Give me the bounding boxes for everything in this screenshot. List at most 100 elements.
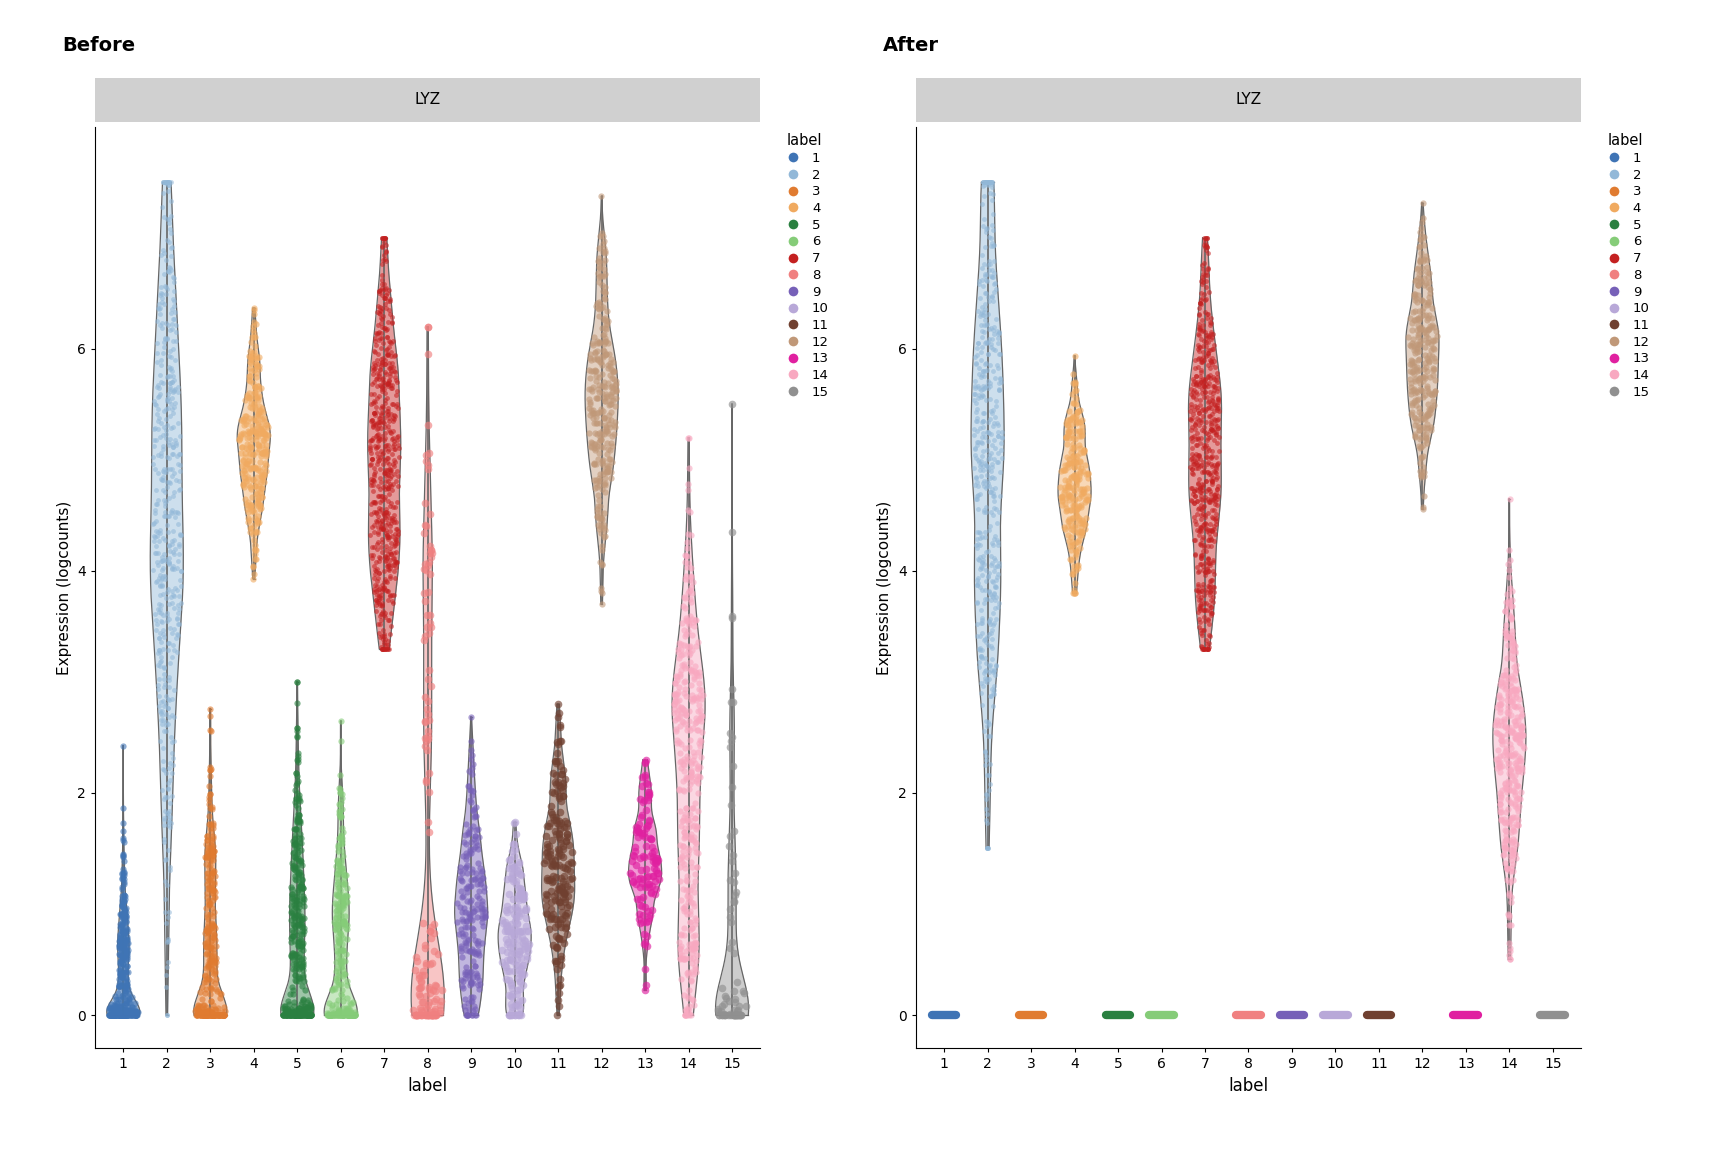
Point xyxy=(276,1006,304,1024)
Point xyxy=(1498,706,1526,725)
Point xyxy=(1491,675,1519,694)
Point xyxy=(328,987,356,1006)
Point xyxy=(195,798,223,817)
Point xyxy=(188,995,216,1014)
Point xyxy=(1401,416,1429,434)
Point xyxy=(109,923,137,941)
Point xyxy=(361,416,389,434)
Point xyxy=(278,887,306,905)
Point xyxy=(674,963,702,982)
Point xyxy=(152,472,180,491)
Point xyxy=(973,673,1001,691)
Point xyxy=(667,655,695,674)
Point xyxy=(973,465,1001,484)
Point xyxy=(677,592,705,611)
Point xyxy=(337,1006,365,1024)
Point xyxy=(107,915,135,933)
Point xyxy=(321,995,349,1014)
Point xyxy=(1410,305,1438,324)
Point xyxy=(1192,448,1220,467)
Point xyxy=(1191,639,1218,658)
Point xyxy=(629,888,657,907)
Point xyxy=(359,415,387,433)
Point xyxy=(192,1006,219,1024)
Point xyxy=(1199,355,1227,373)
Point xyxy=(368,309,396,327)
Point xyxy=(237,445,264,463)
Point xyxy=(1503,759,1531,778)
Point xyxy=(1187,506,1215,524)
Point xyxy=(1198,416,1225,434)
Point xyxy=(418,544,446,562)
Point xyxy=(145,491,173,509)
Point xyxy=(973,219,1001,237)
Point xyxy=(1194,530,1222,548)
Point xyxy=(1049,492,1077,510)
Point xyxy=(152,516,180,535)
Point xyxy=(662,667,689,685)
Point xyxy=(197,766,225,785)
Point xyxy=(1503,729,1531,748)
Point xyxy=(335,1001,363,1020)
Point xyxy=(194,869,221,887)
Point xyxy=(194,1006,221,1024)
Point xyxy=(156,367,183,386)
Point xyxy=(1196,615,1223,634)
Point xyxy=(975,173,1002,191)
Point xyxy=(1063,403,1090,422)
Point xyxy=(1486,696,1514,714)
Point xyxy=(373,453,401,471)
Point xyxy=(971,662,999,681)
Point xyxy=(283,843,311,862)
Point xyxy=(1410,320,1438,339)
Point xyxy=(314,1006,342,1024)
Point xyxy=(1493,755,1521,773)
Point xyxy=(468,892,496,910)
Point xyxy=(323,897,351,916)
Point xyxy=(581,434,608,453)
Point xyxy=(579,334,607,353)
Point xyxy=(283,812,311,831)
Point xyxy=(150,440,178,458)
Point xyxy=(380,548,408,567)
Point xyxy=(339,1006,366,1024)
Point xyxy=(1496,794,1524,812)
Point xyxy=(359,359,387,378)
Point xyxy=(363,582,391,600)
Point xyxy=(624,819,651,838)
Point xyxy=(194,923,221,941)
Point xyxy=(978,425,1006,444)
Point xyxy=(985,536,1013,554)
Point xyxy=(292,1006,320,1024)
Point xyxy=(537,856,565,874)
Point xyxy=(638,877,665,895)
Point xyxy=(283,937,311,955)
Point xyxy=(1493,782,1521,801)
Point xyxy=(316,1006,344,1024)
Point xyxy=(356,456,384,475)
Point xyxy=(1502,728,1529,746)
Point xyxy=(244,491,271,509)
Point xyxy=(1502,849,1529,867)
Point xyxy=(544,877,572,895)
Point xyxy=(1185,456,1213,475)
Point xyxy=(235,412,263,431)
Point xyxy=(1187,478,1215,497)
Point xyxy=(1194,463,1222,482)
Point xyxy=(1059,452,1087,470)
Point xyxy=(681,809,708,827)
Point xyxy=(228,438,256,456)
Point xyxy=(416,606,444,624)
Point xyxy=(238,458,266,477)
Point xyxy=(1194,639,1222,658)
Point xyxy=(465,854,492,872)
Point xyxy=(670,569,698,588)
Point xyxy=(591,469,619,487)
Point xyxy=(152,705,180,723)
Point xyxy=(156,220,183,238)
Point xyxy=(442,912,470,931)
Point xyxy=(1192,289,1220,308)
Point xyxy=(591,392,619,410)
Point xyxy=(973,361,1001,379)
Point xyxy=(1061,495,1089,514)
